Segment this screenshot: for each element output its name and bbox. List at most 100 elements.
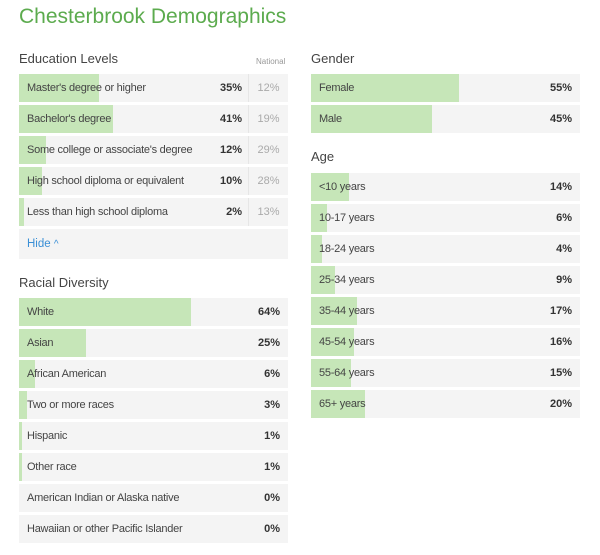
- row-value: 14%: [549, 181, 572, 193]
- race-row: American Indian or Alaska native 0%: [19, 484, 288, 512]
- row-label: 25-34 years: [319, 274, 375, 286]
- bar-track: [19, 136, 248, 164]
- row-label: <10 years: [319, 181, 366, 193]
- bar-track: [19, 74, 248, 102]
- education-row: Less than high school diploma 2% 13%: [19, 198, 288, 226]
- row-label: White: [27, 306, 54, 318]
- national-value: 29%: [248, 136, 288, 164]
- row-label: High school diploma or equivalent: [27, 175, 184, 187]
- education-bar: [19, 136, 47, 164]
- age-row: 35-44 years 17%: [311, 297, 580, 325]
- race-title: Racial Diversity: [19, 275, 109, 290]
- race-list: White 64% Asian 25% African American 6% Two or…: [19, 298, 288, 546]
- age-row: 65+ years 20%: [311, 390, 580, 418]
- national-header: National: [256, 57, 286, 66]
- age-row: 25-34 years 9%: [311, 266, 580, 294]
- row-value: 10%: [219, 175, 242, 187]
- bar-track: [19, 167, 248, 195]
- age-bar: [311, 297, 357, 325]
- national-value: 28%: [248, 167, 288, 195]
- row-label: 18-24 years: [319, 243, 375, 255]
- age-bar: [311, 328, 355, 356]
- chevron-up-icon: ^: [53, 239, 59, 250]
- race-bar: [19, 360, 36, 388]
- age-bar: [311, 359, 352, 387]
- row-label: 55-64 years: [319, 367, 375, 379]
- race-row: Hawaiian or other Pacific Islander 0%: [19, 515, 288, 543]
- gender-row: Female 55%: [311, 74, 580, 102]
- row-label: Other race: [27, 461, 77, 473]
- row-label: American Indian or Alaska native: [27, 492, 180, 504]
- row-label: 35-44 years: [319, 305, 375, 317]
- row-label: 45-54 years: [319, 336, 375, 348]
- row-label: 65+ years: [319, 398, 366, 410]
- race-bar: [19, 453, 22, 481]
- row-value: 15%: [549, 367, 572, 379]
- age-bar: [311, 235, 322, 263]
- age-row: 55-64 years 15%: [311, 359, 580, 387]
- row-value: 4%: [556, 243, 572, 255]
- gender-title: Gender: [311, 51, 355, 66]
- education-bar: [19, 105, 113, 133]
- row-label: Two or more races: [27, 399, 114, 411]
- education-bar: [19, 167, 42, 195]
- age-row: <10 years 14%: [311, 173, 580, 201]
- age-row: 45-54 years 16%: [311, 328, 580, 356]
- row-value: 12%: [219, 144, 242, 156]
- row-value: 0%: [264, 492, 280, 504]
- national-value: 12%: [248, 74, 288, 102]
- row-label: Bachelor's degree: [27, 113, 112, 125]
- age-list: <10 years 14% 10-17 years 6% 18-24 years 4% 25…: [311, 173, 580, 421]
- row-label: Hispanic: [27, 430, 68, 442]
- row-label: Hawaiian or other Pacific Islander: [27, 523, 183, 535]
- education-row: Some college or associate's degree 12% 29%: [19, 136, 288, 164]
- row-label: Male: [319, 113, 342, 125]
- page-title: Chesterbrook Demographics: [19, 5, 287, 28]
- row-label: Some college or associate's degree: [27, 144, 193, 156]
- row-label: Less than high school diploma: [27, 206, 168, 218]
- race-row: Other race 1%: [19, 453, 288, 481]
- gender-list: Female 55% Male 45%: [311, 74, 580, 136]
- row-value: 20%: [549, 398, 572, 410]
- age-row: 18-24 years 4%: [311, 235, 580, 263]
- education-bar: [19, 74, 100, 102]
- education-row: Master's degree or higher 35% 12%: [19, 74, 288, 102]
- row-label: Asian: [27, 337, 54, 349]
- age-title: Age: [311, 149, 335, 164]
- age-bar: [311, 266, 336, 294]
- gender-row: Male 45%: [311, 105, 580, 133]
- education-list: Master's degree or higher 35% 12% Bachelor'…: [19, 74, 288, 259]
- national-value: 19%: [248, 105, 288, 133]
- race-row: African American 6%: [19, 360, 288, 388]
- race-row: Hispanic 1%: [19, 422, 288, 450]
- row-label: African American: [27, 368, 107, 380]
- education-row: High school diploma or equivalent 10% 28%: [19, 167, 288, 195]
- race-bar: [19, 391, 28, 419]
- row-value: 35%: [219, 82, 242, 94]
- national-value: 13%: [248, 198, 288, 226]
- row-label: 10-17 years: [319, 212, 375, 224]
- row-label: Female: [319, 82, 355, 94]
- row-value: 9%: [556, 274, 572, 286]
- race-row: White 64%: [19, 298, 288, 326]
- age-bar: [311, 173, 349, 201]
- age-bar: [311, 390, 365, 418]
- row-value: 25%: [257, 337, 280, 349]
- row-value: 1%: [264, 461, 280, 473]
- row-value: 45%: [549, 113, 572, 125]
- race-bar: [19, 422, 22, 450]
- age-row: 10-17 years 6%: [311, 204, 580, 232]
- gender-bar: [311, 74, 459, 102]
- row-value: 2%: [226, 206, 242, 218]
- race-row: Asian 25%: [19, 329, 288, 357]
- race-row: Two or more races 3%: [19, 391, 288, 419]
- row-label: Master's degree or higher: [27, 82, 146, 94]
- row-value: 41%: [219, 113, 242, 125]
- education-row: Bachelor's degree 41% 19%: [19, 105, 288, 133]
- hide-button[interactable]: Hide ^: [27, 229, 59, 260]
- hide-row: Hide ^: [19, 229, 288, 259]
- row-value: 64%: [257, 306, 280, 318]
- bar-track: [19, 105, 248, 133]
- row-value: 1%: [264, 430, 280, 442]
- row-value: 6%: [264, 368, 280, 380]
